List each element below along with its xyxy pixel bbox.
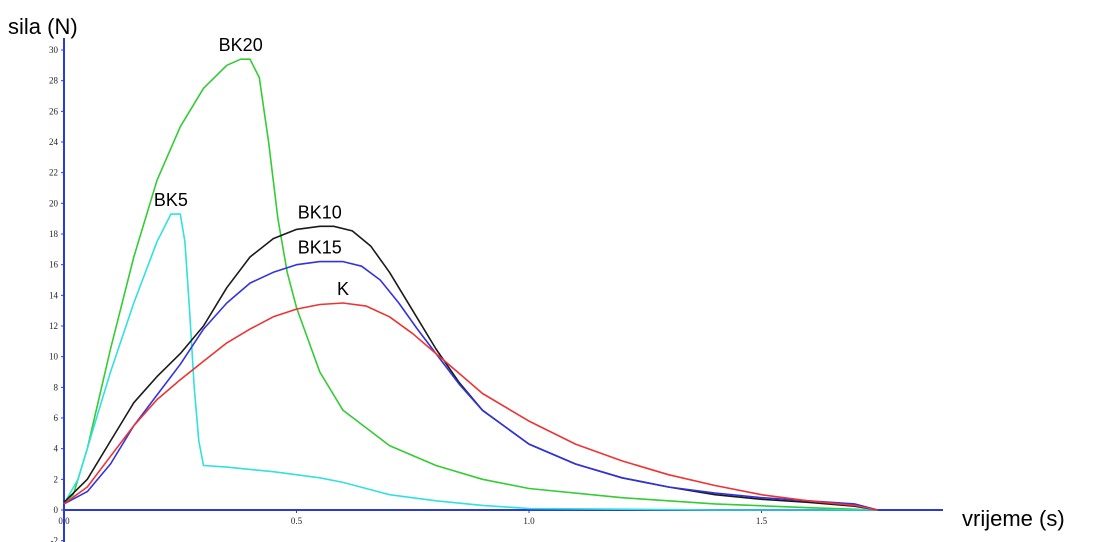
series-label-bk20: BK20 [219, 35, 263, 55]
y-tick-label: -2 [51, 536, 59, 542]
y-tick-label: 14 [49, 290, 59, 300]
y-tick-label: 8 [54, 382, 59, 392]
y-tick-label: 6 [54, 413, 59, 423]
series-label-k: K [337, 279, 349, 299]
x-tick-label: 0.0 [58, 516, 70, 526]
x-tick-label: 1.5 [756, 516, 768, 526]
y-tick-label: 0 [54, 505, 59, 515]
y-tick-label: 22 [49, 168, 58, 178]
series-labels: BK20 BK5 BK10 BK15 K [154, 35, 349, 299]
y-tick-label: 30 [49, 45, 59, 55]
y-tick-label: 2 [54, 474, 59, 484]
y-tick-label: 26 [49, 106, 59, 116]
y-tick-label: 20 [49, 198, 59, 208]
x-tick-label: 1.0 [523, 516, 535, 526]
y-tick-label: 24 [49, 137, 59, 147]
series-label-bk5: BK5 [154, 190, 188, 210]
series-line-k [63, 302, 878, 511]
x-tick-label: 0.5 [291, 516, 303, 526]
x-axis-title: vrijeme (s) [962, 506, 1065, 531]
series-label-bk10: BK10 [298, 202, 342, 222]
series-line-bk5 [63, 213, 878, 511]
y-tick-label: 16 [49, 260, 59, 270]
y-tick-label: 10 [49, 352, 59, 362]
y-tick-label: 18 [49, 229, 59, 239]
series-line-bk15 [63, 260, 879, 511]
y-tick-label: 28 [49, 76, 59, 86]
axes [63, 38, 943, 542]
series-lines [63, 58, 879, 511]
y-axis-title: sila (N) [8, 14, 78, 39]
series-line-bk20 [63, 58, 878, 511]
y-tick-label: 12 [49, 321, 58, 331]
y-tick-label: 4 [54, 444, 59, 454]
series-label-bk15: BK15 [298, 238, 342, 258]
